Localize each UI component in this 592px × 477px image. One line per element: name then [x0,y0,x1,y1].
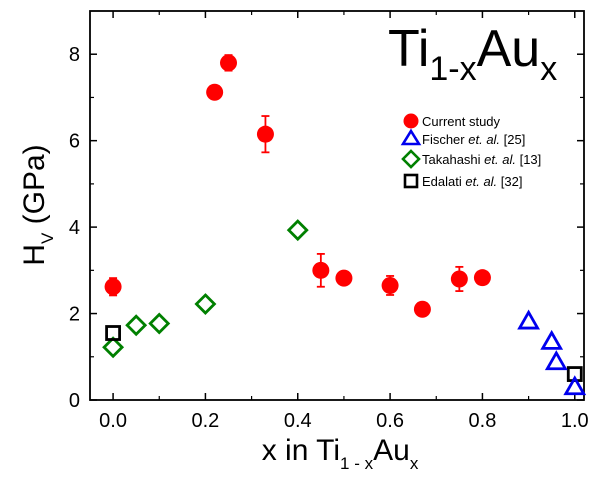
legend-item-current-study: Current study [403,113,501,129]
title-mid: Au [477,20,541,78]
legend-item-fischer: Fischer et. al. [25] [400,128,525,147]
data-point-fischer [563,375,587,396]
title-sub1: 1-x [429,50,476,88]
data-point-takahashi [194,293,217,316]
legend-name-3: Edalati [422,174,462,189]
data-point-edalati [105,325,121,341]
xlabel-mid: Au [373,434,410,467]
data-point-current-study [450,270,468,288]
x-tick-label: 0.0 [99,410,127,432]
data-point-current-study [335,269,353,287]
data-point-fischer [540,329,564,350]
data-point-current-study [206,83,224,101]
ylabel-post: (GPa) [18,144,51,232]
x-tick-label: 0.8 [469,410,497,432]
y-tick-label: 0 [69,390,80,412]
legend-ref-1: [25] [504,132,526,147]
ylabel-main: H [18,244,51,266]
y-tick-label: 2 [69,304,80,326]
legend-label-edalati: Edalati et. al. [32] [422,174,522,189]
legend-marker-triangle [400,128,422,146]
data-point-takahashi [286,219,309,242]
legend-name-2: Takahashi [422,152,481,167]
legend-ref-2: [13] [520,152,542,167]
plot-frame [89,10,585,401]
x-tick-label: 0.6 [376,410,404,432]
y-axis-label: HV (GPa) [18,144,57,265]
data-point-fischer [517,309,541,330]
title-main: Ti [388,20,429,78]
title-sub2: x [540,50,557,88]
legend-item-edalati: Edalati et. al. [32] [403,173,522,189]
data-point-takahashi [102,336,125,359]
legend-label-takahashi: Takahashi et. al. [13] [422,152,541,167]
legend-italic-3: et. al. [465,174,497,189]
y-tick-label: 8 [69,44,80,66]
data-point-current-study [220,54,238,72]
data-point-fischer [544,350,568,371]
legend-italic-2: et. al. [484,152,516,167]
data-points [102,54,587,396]
ylabel-sub: V [38,232,57,244]
xlabel-pre: x in Ti [262,434,340,467]
y-tick-label: 6 [69,131,80,153]
x-axis-label: x in Ti1 - xAux [262,434,419,473]
data-point-current-study [256,125,274,143]
x-tick-label: 0.4 [284,410,312,432]
data-point-current-study [312,261,330,279]
y-tick-label: 4 [69,217,80,239]
legend-marker-diamond [401,149,421,169]
legend-marker-square [403,173,419,189]
legend-ref-3: [32] [501,174,523,189]
xlabel-sub2: x [410,454,419,473]
legend-name-1: Fischer [422,132,465,147]
data-point-current-study [413,300,431,318]
plot-area [89,10,585,401]
legend-marker-circle [403,113,419,129]
axis-ticks: 0.0 0.2 0.4 0.6 0.8 1.0 0 2 4 6 8 [69,11,589,432]
legend-name-0: Current study [422,114,501,129]
data-point-current-study [473,269,491,287]
x-tick-label: 0.2 [192,410,220,432]
legend-label-fischer: Fischer et. al. [25] [422,132,525,147]
legend-italic-1: et. al. [468,132,500,147]
data-point-takahashi [148,312,171,335]
legend-label-current-study: Current study [422,114,501,129]
data-point-current-study [381,276,399,294]
data-point-takahashi [125,314,148,337]
xlabel-sub1: 1 - x [340,454,374,473]
chart-title: Ti1-xAux [388,20,557,88]
legend: Current study Fischer et. al. [25] Takah… [400,113,541,189]
data-point-current-study [104,278,122,296]
legend-item-takahashi: Takahashi et. al. [13] [401,149,541,169]
x-tick-label: 1.0 [561,410,589,432]
